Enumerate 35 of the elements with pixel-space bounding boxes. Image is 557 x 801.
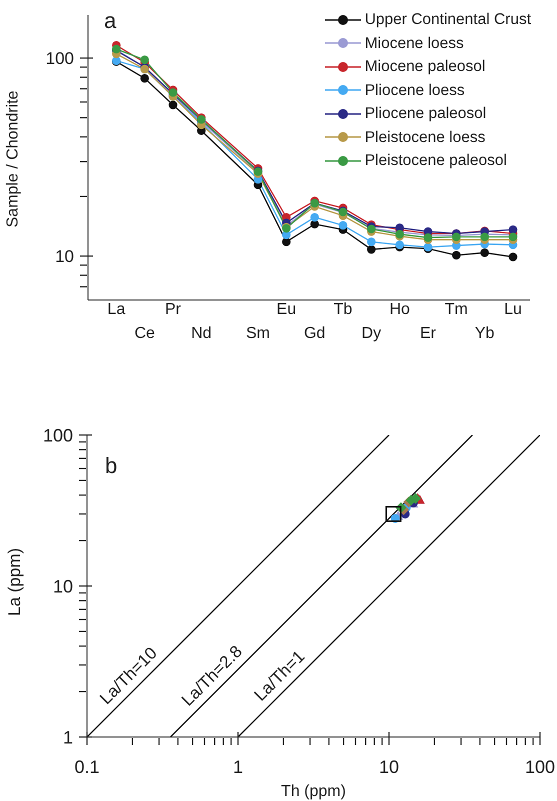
annotation: a [104,8,116,34]
x-tick-label: 0.1 [74,757,100,777]
x-tick-label: Sm [246,325,270,342]
x-tick-label: Lu [504,301,522,318]
x-tick-label: Tb [334,301,352,318]
x-axis-title: Th (ppm) [281,783,346,800]
legend-label: Pliocene paleosol [364,105,486,122]
y-tick-label: 10 [55,247,74,266]
legend-label: Upper Continental Crust [364,11,531,28]
x-tick-label: Ce [134,325,155,342]
x-tick-label: 10 [378,757,400,777]
x-tick-label: Er [420,325,437,342]
x-tick-label: Nd [191,325,212,342]
x-tick-label: La [107,301,126,318]
x-tick-label: Pr [165,301,182,318]
y-tick-label: 100 [46,49,74,68]
legend-label: Pleistocene paleosol [364,152,507,169]
y-axis-title: Sample / Chondrite [4,90,22,228]
x-tick-label: Dy [362,325,382,342]
legend-label: Miocene loess [364,34,464,52]
legend-label: Pleistocene loess [364,128,486,146]
y-axis-title: La (ppm) [5,548,24,616]
y-tick-label: 10 [52,576,73,596]
x-tick-label: Tm [444,301,468,318]
legend-label: Pliocene loess [364,82,465,98]
y-tick-label: 100 [42,425,73,446]
legend-label: Miocene paleosol [364,58,486,75]
x-tick-label: Gd [304,325,326,342]
x-tick-label: 1 [232,757,244,777]
x-tick-label: Ho [389,301,410,318]
annotation: b [105,453,118,479]
y-tick-label: 1 [62,727,73,748]
x-tick-label: 100 [524,757,556,777]
x-tick-label: Yb [474,325,495,342]
x-tick-label: Eu [276,301,296,318]
